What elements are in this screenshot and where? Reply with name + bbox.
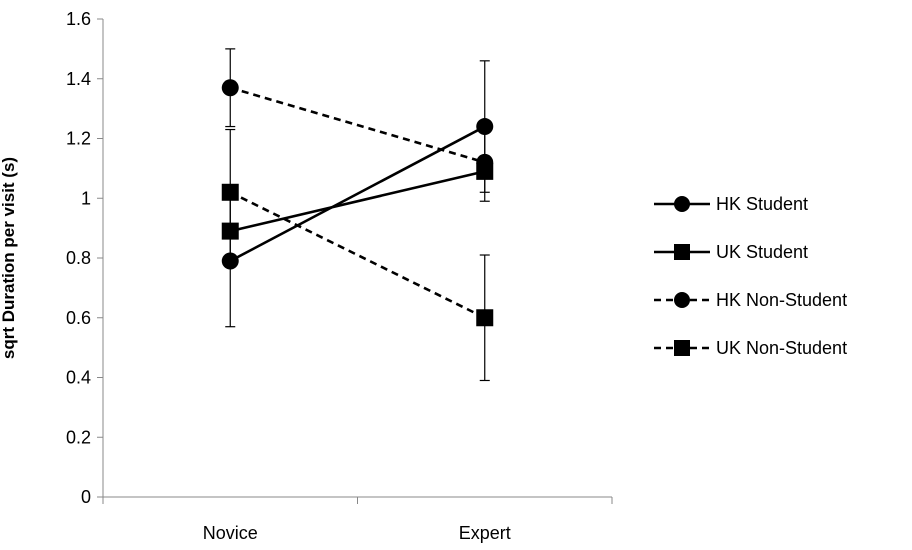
legend-label: HK Non-Student xyxy=(716,290,847,310)
series-uk-non-student xyxy=(221,128,494,382)
y-tick-label: 1 xyxy=(81,188,91,208)
y-axis-title: sqrt Duration per visit (s) xyxy=(0,157,18,359)
legend-marker xyxy=(674,292,690,308)
legend-item: UK Non-Student xyxy=(654,338,847,358)
series-hk-student xyxy=(221,60,494,328)
series-hk-non-student xyxy=(221,48,494,202)
plot-area xyxy=(221,48,494,382)
series-line xyxy=(229,191,486,319)
legend-item: UK Student xyxy=(654,242,808,262)
legend-item: HK Non-Student xyxy=(654,290,847,310)
y-tick-label: 0.8 xyxy=(66,248,91,268)
data-point xyxy=(221,252,239,270)
y-tick-label: 0.6 xyxy=(66,308,91,328)
legend-label: UK Non-Student xyxy=(716,338,847,358)
y-tick-label: 1.4 xyxy=(66,69,91,89)
legend-marker xyxy=(674,340,690,356)
series-line xyxy=(229,125,486,263)
legend-label: UK Student xyxy=(716,242,808,262)
legend-marker xyxy=(674,196,690,212)
series-line xyxy=(229,170,486,233)
data-point xyxy=(476,309,494,327)
data-point xyxy=(221,79,239,97)
axes: 0 0.2 0.4 0.6 0.8 1 1.2 1.4 1.6 Novice Expert xyxy=(66,9,613,543)
legend-item: HK Student xyxy=(654,194,808,214)
y-tick-label: 0.2 xyxy=(66,427,91,447)
legend-label: HK Student xyxy=(716,194,808,214)
data-point xyxy=(221,183,239,201)
x-tick-label: Expert xyxy=(459,523,511,543)
series-line xyxy=(229,86,486,164)
y-tick-label: 1.6 xyxy=(66,9,91,29)
legend: HK Student UK Student HK Non-Student UK Non… xyxy=(654,194,847,358)
x-tick-label: Novice xyxy=(203,523,258,543)
y-tick-label: 0.4 xyxy=(66,368,91,388)
y-tick-label: 0 xyxy=(81,487,91,507)
series-uk-student xyxy=(221,162,494,240)
legend-marker xyxy=(674,244,690,260)
y-tick-label: 1.2 xyxy=(66,129,91,149)
data-point xyxy=(476,153,494,171)
